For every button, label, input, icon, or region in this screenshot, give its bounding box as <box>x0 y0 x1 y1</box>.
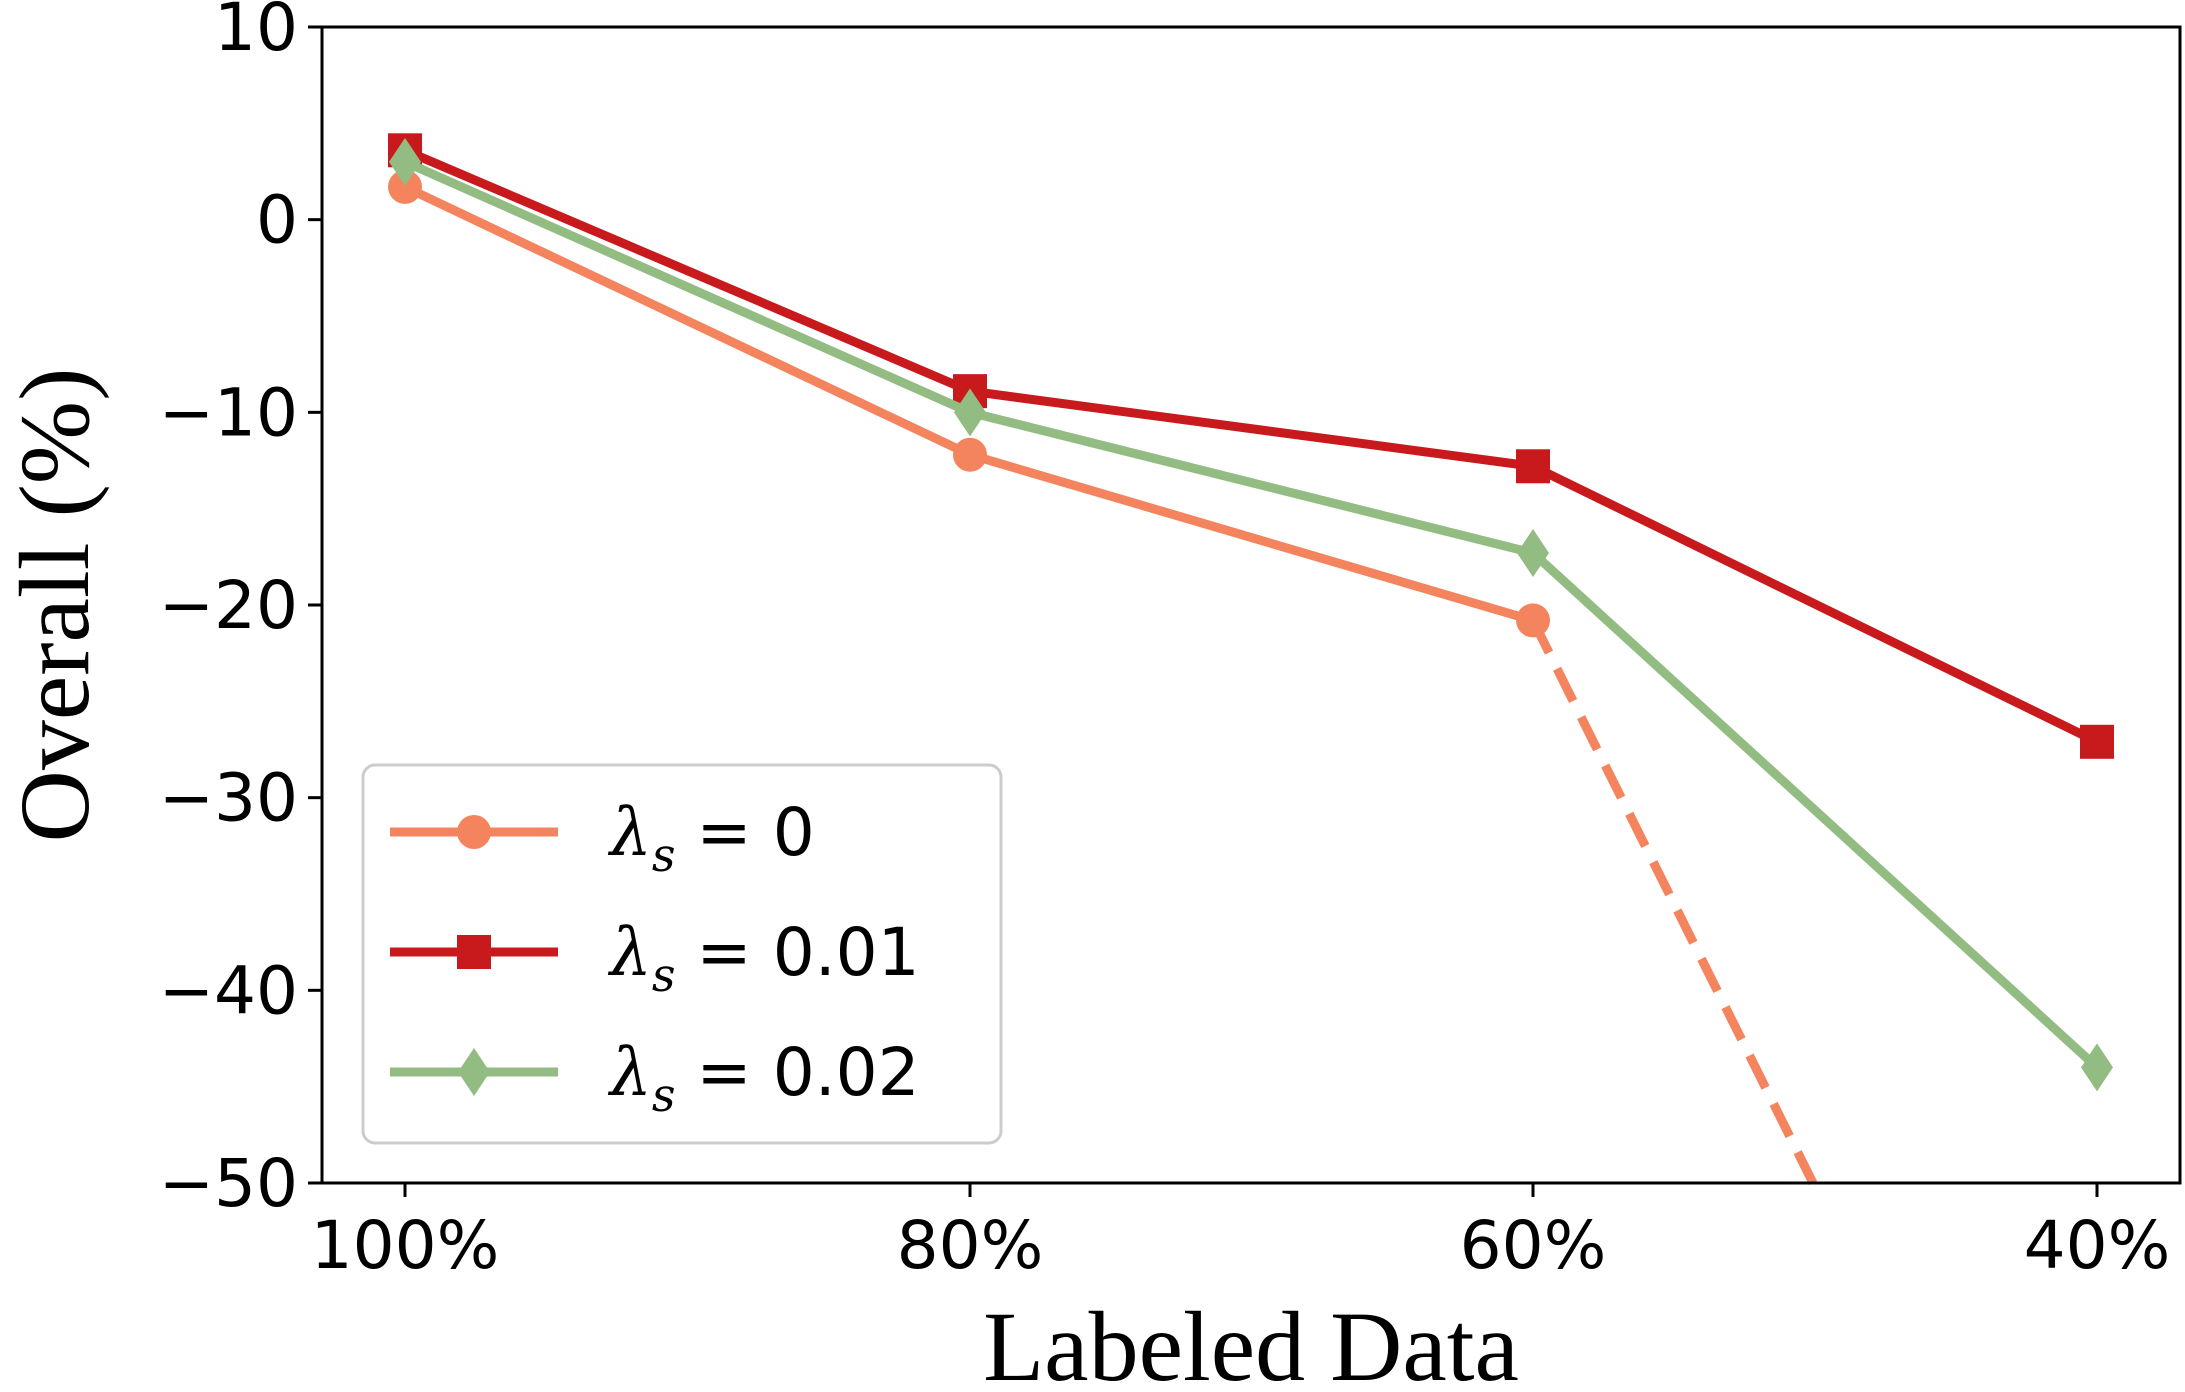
data-point <box>1517 528 1549 577</box>
data-point <box>954 388 986 437</box>
x-axis-title: Labeled Data <box>983 1291 1519 1392</box>
y-tick-label: −50 <box>159 1145 298 1222</box>
legend-label: λs = 0.01 <box>607 914 920 1002</box>
series-line <box>403 157 2101 1071</box>
legend-subscript: s <box>652 948 676 1002</box>
legend-marker <box>458 1048 490 1096</box>
plot-area <box>388 133 2114 1186</box>
legend-item: λs = 0.01 <box>390 914 920 1002</box>
legend-symbol: λ <box>607 914 652 991</box>
data-point <box>1516 449 1550 484</box>
y-tick-label: −10 <box>159 374 298 451</box>
series-dashed-extension <box>1528 618 1818 1186</box>
legend-item: λs = 0 <box>390 794 815 882</box>
legend-marker <box>457 935 491 969</box>
series-line <box>403 146 2099 746</box>
legend-value: = 0 <box>675 794 814 871</box>
x-tick-label: 40% <box>2024 1207 2171 1284</box>
legend-value: = 0.02 <box>675 1034 919 1111</box>
y-axis: 10 0 −10 −20 −30 −40 −50 <box>159 0 322 1222</box>
data-point <box>1516 603 1550 638</box>
y-tick-label: −20 <box>159 567 298 644</box>
y-axis-title: Overall (%) <box>0 368 110 843</box>
x-axis: 100% 80% 60% 40% <box>311 1183 2171 1284</box>
legend-symbol: λ <box>607 794 652 871</box>
data-point <box>389 137 421 186</box>
x-tick-label: 80% <box>897 1207 1044 1284</box>
data-point <box>2081 1043 2113 1092</box>
y-tick-label: −40 <box>159 952 298 1029</box>
legend-subscript: s <box>652 828 676 882</box>
legend-label: λs = 0 <box>607 794 815 882</box>
legend-frame <box>361 763 1003 1145</box>
y-tick-label: −30 <box>159 760 298 837</box>
data-point <box>388 169 422 204</box>
legend-subscript: s <box>652 1068 676 1122</box>
legend-item: λs = 0.02 <box>390 1034 920 1122</box>
x-tick-label: 60% <box>1460 1207 1607 1284</box>
legend-label: λs = 0.02 <box>607 1034 920 1122</box>
series-s-0-02 <box>389 137 2113 1092</box>
y-tick-label: 10 <box>214 0 298 66</box>
data-point <box>953 437 987 472</box>
data-point <box>2080 724 2114 759</box>
legend-marker <box>457 815 491 849</box>
legend-symbol: λ <box>607 1034 652 1111</box>
series-s-0 <box>388 169 1818 1186</box>
legend-value: = 0.01 <box>675 914 919 991</box>
y-tick-label: 0 <box>256 182 298 259</box>
x-tick-label: 100% <box>311 1207 500 1284</box>
series-s-0-01 <box>388 133 2114 759</box>
